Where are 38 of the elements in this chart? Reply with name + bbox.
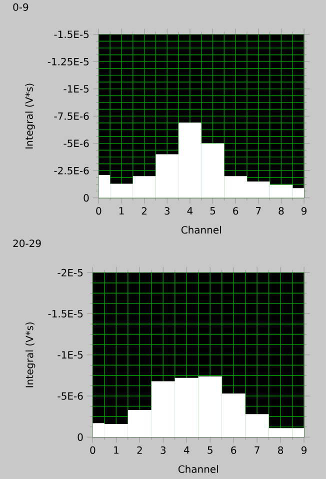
x-tick-label: 1 bbox=[114, 446, 118, 454]
x-axis-title: Channel bbox=[181, 226, 221, 234]
y-tick-label: -5E-6 bbox=[64, 140, 89, 148]
x-tick-label: 8 bbox=[278, 207, 284, 215]
chart-title: 0-9 bbox=[13, 3, 28, 11]
y-tick-label: -1E-5 bbox=[58, 351, 83, 359]
x-axis-title: Channel bbox=[178, 465, 218, 473]
y-tick-label: -2.5E-6 bbox=[54, 166, 89, 174]
y-tick-label: -1.5E-5 bbox=[48, 310, 83, 318]
y-tick-label: 0 bbox=[78, 433, 83, 441]
x-tick-label: 2 bbox=[137, 446, 142, 454]
chart-title: 20-29 bbox=[13, 240, 41, 248]
x-tick-label: 0 bbox=[90, 446, 96, 454]
y-tick-label: -1.25E-5 bbox=[48, 58, 89, 66]
x-tick-label: 4 bbox=[184, 446, 190, 454]
y-axis-title: Integral (V*s) bbox=[26, 322, 36, 388]
x-tick-label: 7 bbox=[254, 446, 260, 454]
x-tick-label: 6 bbox=[233, 207, 238, 215]
y-tick-label: -1E-5 bbox=[64, 85, 89, 93]
x-tick-label: 8 bbox=[278, 446, 284, 454]
x-tick-label: 6 bbox=[231, 446, 236, 454]
y-tick-label: -7.5E-6 bbox=[54, 112, 89, 120]
x-tick-label: 4 bbox=[187, 207, 193, 214]
y-axis-title: Integral (V*s) bbox=[25, 84, 35, 148]
x-tick-label: 9 bbox=[302, 446, 307, 454]
x-tick-label: 1 bbox=[119, 207, 124, 214]
x-tick-label: 0 bbox=[96, 207, 102, 215]
y-tick-label: -2E-5 bbox=[58, 268, 83, 276]
x-tick-label: 7 bbox=[256, 207, 261, 214]
x-tick-label: 3 bbox=[160, 446, 166, 454]
y-tick-label: 0 bbox=[84, 194, 89, 202]
x-tick-label: 5 bbox=[208, 446, 212, 454]
y-tick-label: -1.5E-5 bbox=[54, 30, 89, 38]
x-tick-label: 9 bbox=[302, 207, 307, 215]
x-tick-label: 5 bbox=[210, 207, 216, 215]
x-tick-label: 2 bbox=[142, 207, 147, 215]
x-tick-label: 3 bbox=[164, 207, 170, 215]
y-tick-label: -5E-6 bbox=[58, 392, 83, 400]
